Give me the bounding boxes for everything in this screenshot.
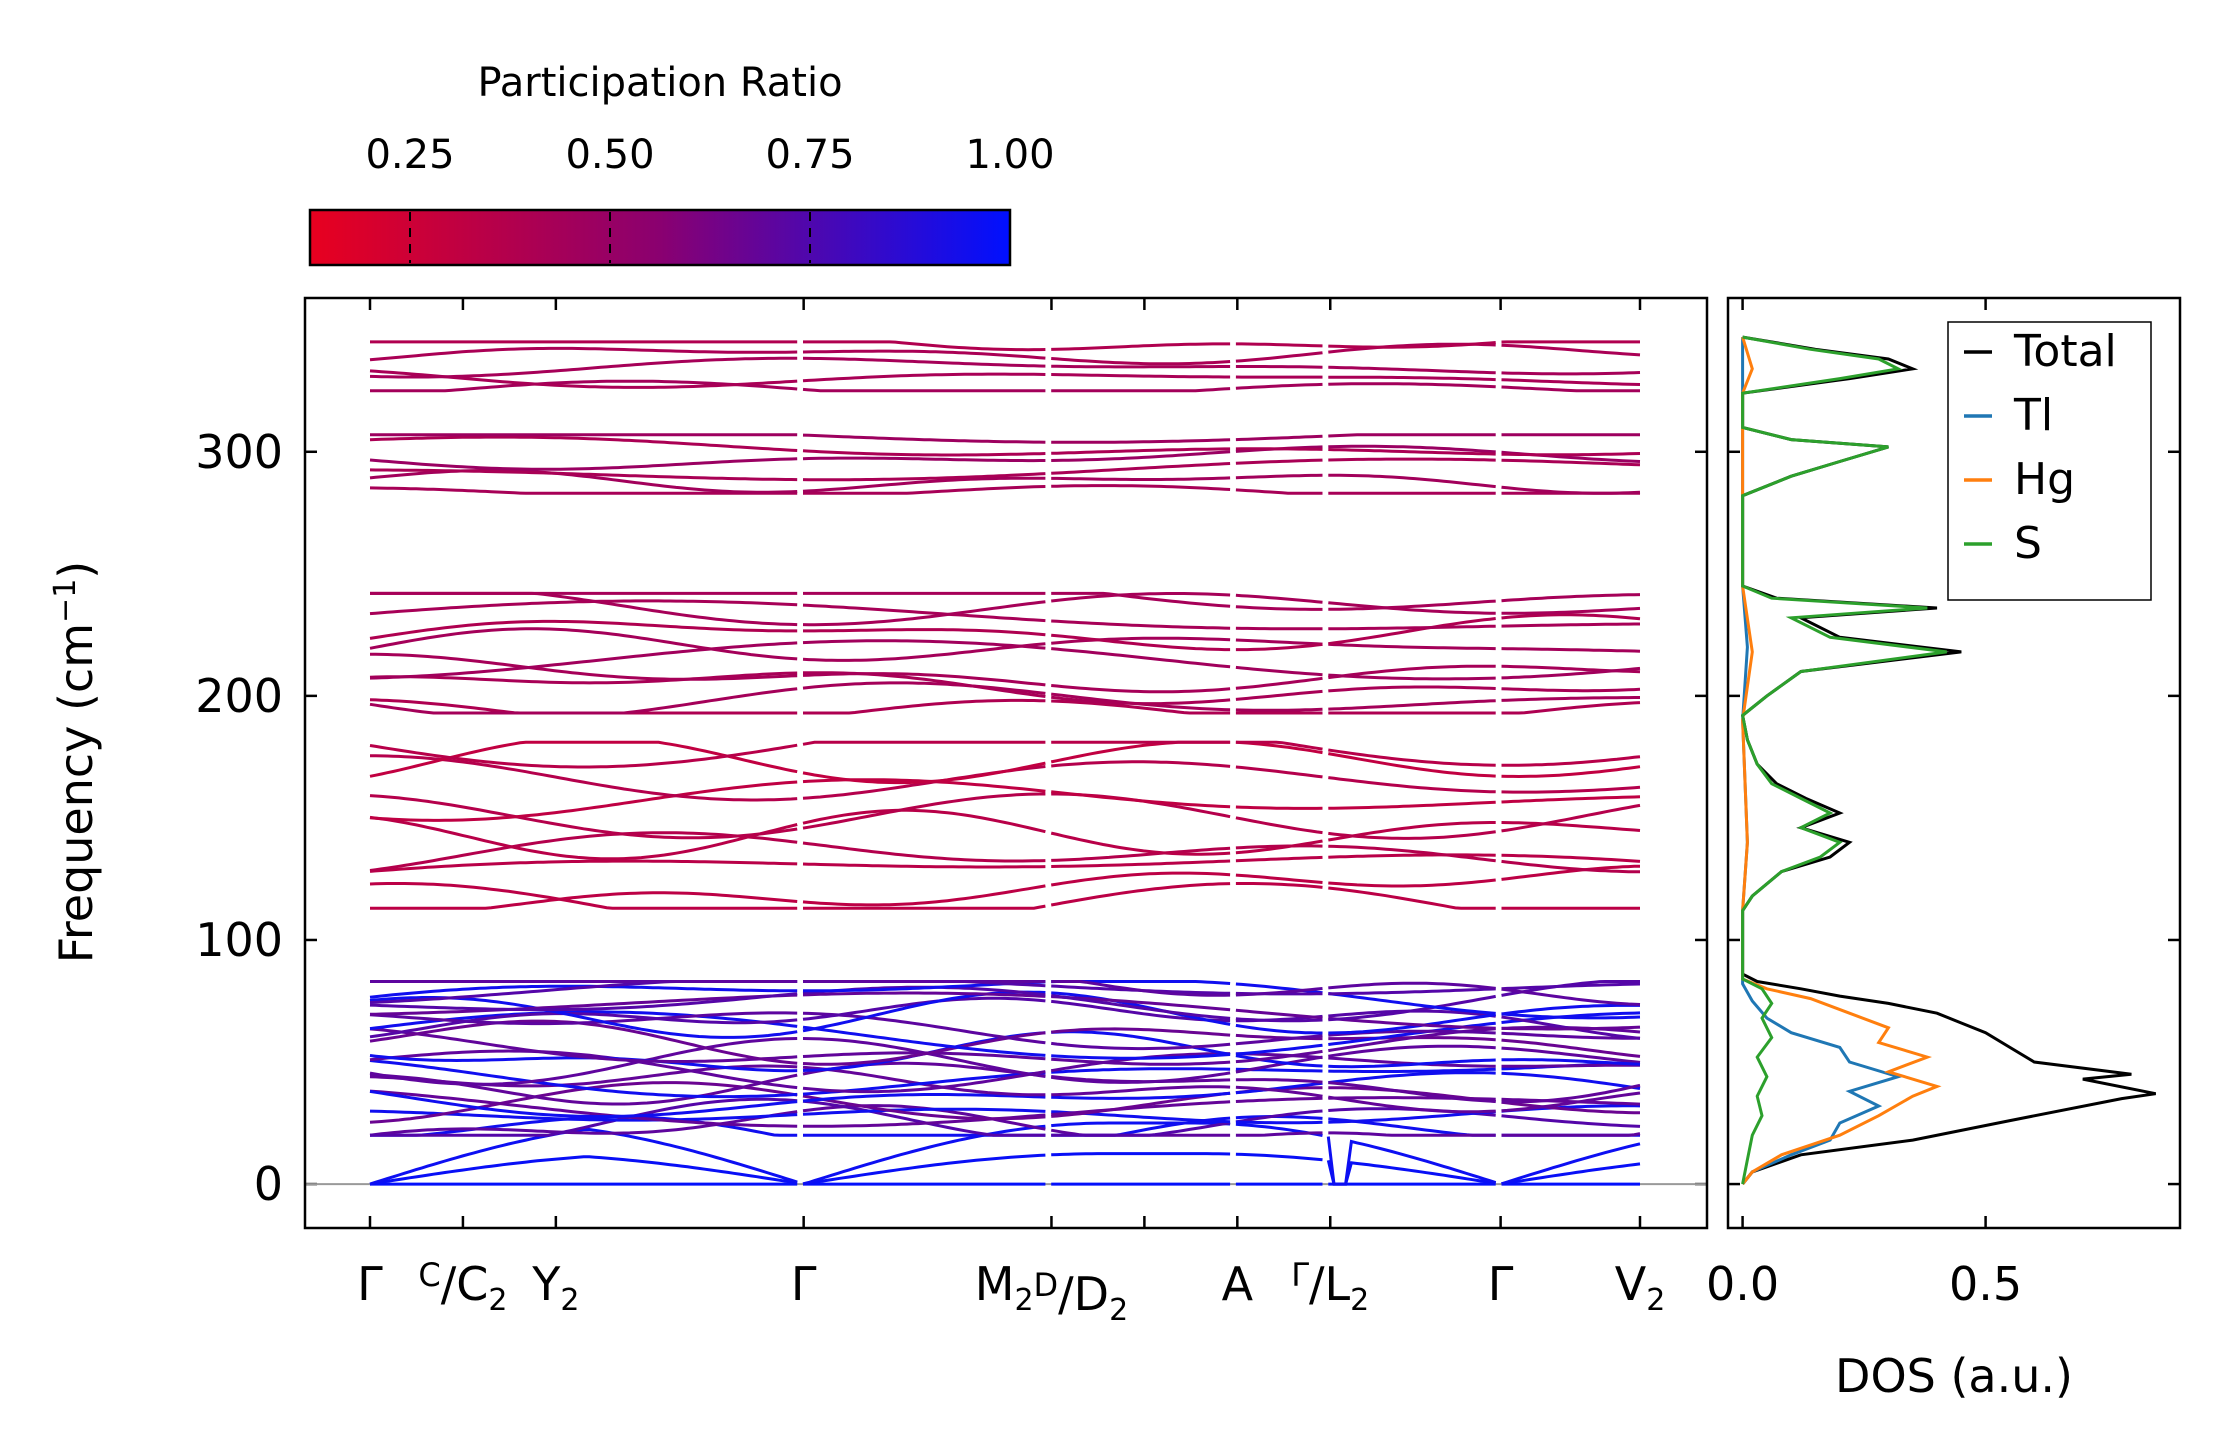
band-mid-optical	[369, 740, 1641, 785]
legend-label: Tl	[2013, 390, 2053, 441]
band-mid-optical	[369, 740, 1641, 769]
k-point-label: Γ	[357, 1257, 383, 1311]
band-low-optical	[369, 1089, 1641, 1128]
band-mid-optical	[369, 778, 1641, 822]
band-high-optical-a	[369, 457, 1641, 482]
colorbar-tick-label: 0.75	[765, 132, 854, 178]
band-plot-frame	[303, 296, 1709, 1230]
band-acoustic	[369, 1121, 1641, 1186]
band-low-optical	[369, 1071, 1641, 1118]
legend-label: Hg	[2014, 454, 2075, 505]
band-mid-optical	[369, 808, 1641, 861]
band-high-optical-b	[370, 340, 1640, 352]
band-high-optical-b	[369, 342, 1641, 366]
band-acoustic	[369, 1152, 1641, 1186]
band-upper-optical	[369, 613, 1641, 652]
k-point-label: Γ/L2	[1291, 1256, 1369, 1318]
phonon-bands	[305, 340, 1707, 1186]
band-high-optical-b	[369, 356, 1641, 379]
band-high-optical-b	[369, 369, 1641, 389]
k-point-label: A	[1222, 1257, 1254, 1311]
y-tick-label: 200	[195, 669, 283, 723]
band-high-optical-a	[369, 484, 1640, 495]
dos-curves	[1740, 335, 2156, 1186]
band-mid-optical	[370, 754, 1641, 802]
y-tick-label: 0	[254, 1157, 283, 1211]
band-low-optical	[370, 980, 1641, 1006]
band-low-optical	[369, 991, 1641, 1031]
band-upper-optical	[370, 591, 1641, 611]
dos-legend: Total Tl Hg S	[1947, 321, 2152, 601]
dos-x-tick-label: 0.5	[1949, 1257, 2022, 1311]
band-mid-optical	[369, 853, 1641, 873]
band-low-optical	[369, 1011, 1641, 1051]
k-point-label: V2	[1615, 1257, 1666, 1318]
k-point-label: Y2	[531, 1257, 579, 1318]
colorbar-tick-label: 1.00	[965, 132, 1054, 178]
svg-text:Frequency (cm−1): Frequency (cm−1)	[48, 561, 104, 964]
band-mid-optical	[369, 792, 1641, 840]
colorbar-tick-label: 0.50	[565, 132, 654, 178]
y-tick-label: 100	[195, 913, 283, 967]
legend-label: S	[2014, 518, 2042, 569]
band-upper-optical	[369, 627, 1641, 662]
band-mid-optical	[370, 864, 1641, 910]
band-high-optical-a	[369, 444, 1641, 471]
dos-plot-frame	[1726, 296, 2182, 1230]
colorbar-tick-label: 0.25	[365, 132, 454, 178]
band-low-optical	[369, 1104, 1641, 1125]
dos-x-tick-label: 0.0	[1706, 1257, 1779, 1311]
legend-box	[1947, 321, 2152, 601]
y-axis-ticks: 0 100 200 300	[195, 425, 1707, 1211]
y-axis-label: Frequency (cm−1)	[48, 561, 104, 964]
colorbar-ticks	[409, 212, 811, 263]
band-mid-optical	[369, 831, 1640, 874]
dos-line-s	[1740, 335, 1947, 1185]
band-high-optical-b	[370, 379, 1640, 393]
dos-x-ticks: 0.0 0.5	[1706, 298, 2022, 1311]
band-upper-optical	[369, 599, 1640, 631]
band-high-optical-a	[369, 468, 1641, 495]
band-mid-optical	[369, 882, 1640, 910]
band-low-optical	[369, 1059, 1641, 1099]
k-point-label: M2D/D2	[975, 1257, 1128, 1328]
dos-line-hg	[1741, 336, 1942, 1186]
band-high-optical-a	[370, 433, 1640, 444]
band-upper-optical	[370, 652, 1641, 694]
k-point-label: Γ	[791, 1257, 817, 1311]
y-tick-label: 300	[195, 425, 283, 479]
k-path-ticks: Γ C/C2 Y2 Γ M2D/D2 A Γ/L2 Γ V2	[357, 298, 1666, 1328]
k-point-label: C/C2	[418, 1256, 507, 1318]
band-upper-optical	[370, 591, 1641, 627]
dos-y-ticks	[1728, 450, 2180, 1186]
band-low-optical	[369, 1010, 1641, 1060]
colorbar	[308, 208, 1012, 267]
colorbar-tick-labels: 0.25 0.50 0.75 1.00	[365, 132, 1054, 178]
dos-line-tl	[1741, 337, 1904, 1186]
dos-x-label: DOS (a.u.)	[1835, 1349, 2073, 1403]
band-high-optical-a	[369, 435, 1641, 457]
band-low-optical	[369, 990, 1640, 1039]
k-point-label: Γ	[1488, 1257, 1514, 1311]
colorbar-title: Participation Ratio	[477, 60, 842, 106]
band-upper-optical	[369, 671, 1641, 706]
legend-label: Total	[2013, 326, 2117, 377]
band-upper-optical	[369, 639, 1641, 681]
